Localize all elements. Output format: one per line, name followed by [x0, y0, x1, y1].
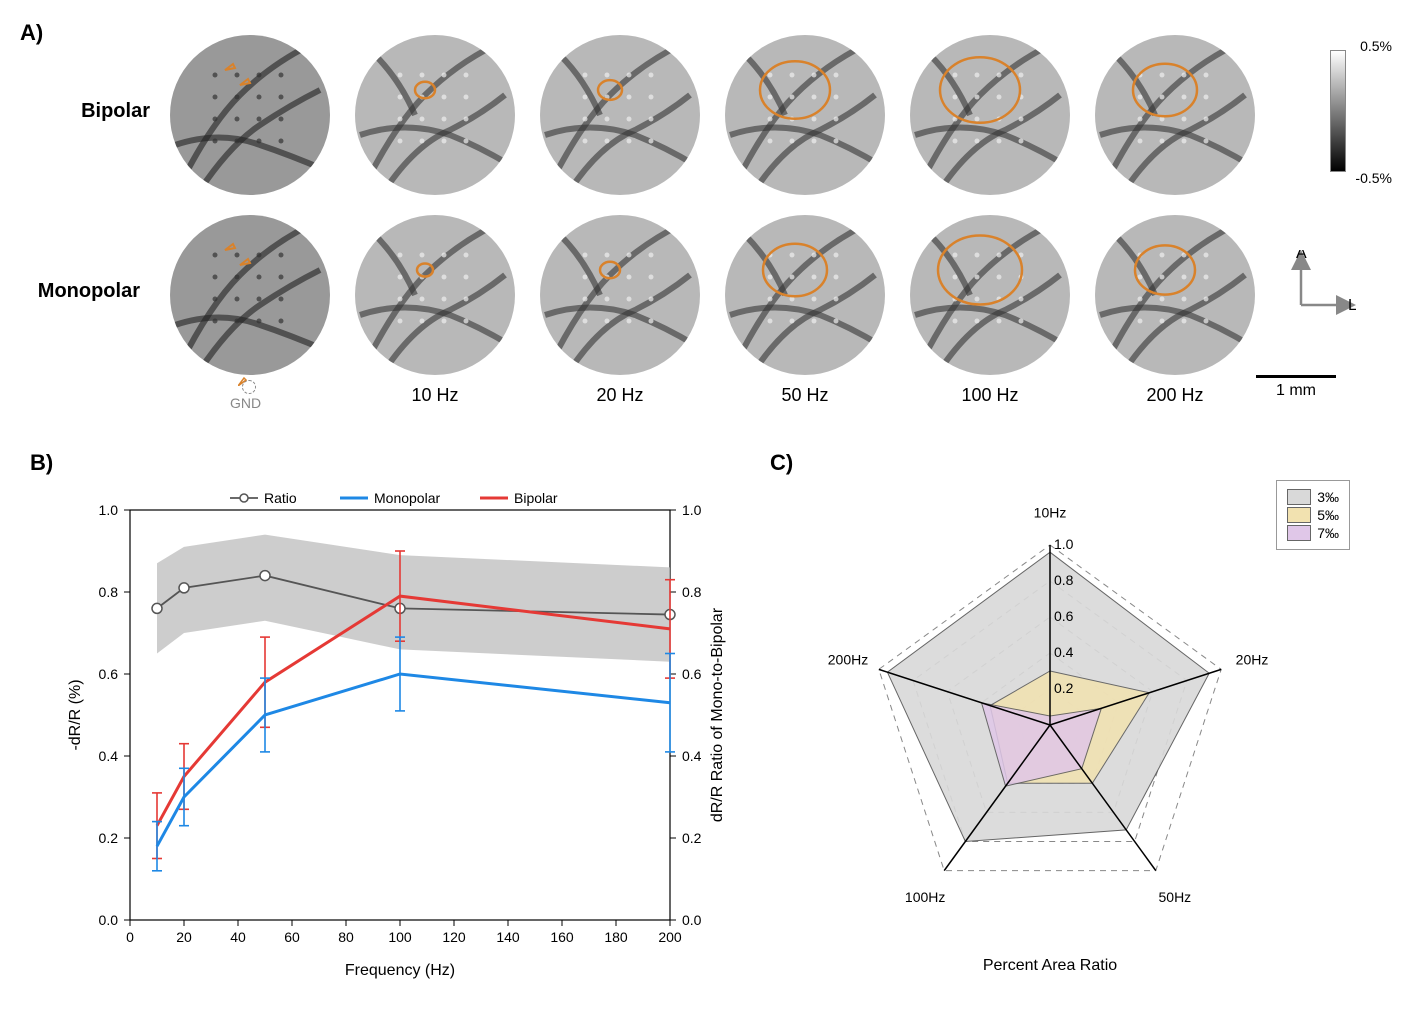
reference-image: [170, 215, 330, 375]
svg-text:0.4: 0.4: [682, 748, 702, 764]
svg-text:40: 40: [230, 929, 246, 945]
reference-image: [170, 35, 330, 195]
svg-text:0.4: 0.4: [1054, 644, 1074, 660]
stimulation-image: [910, 35, 1070, 195]
svg-text:Percent Area Ratio: Percent Area Ratio: [983, 957, 1117, 974]
svg-text:0.2: 0.2: [99, 830, 119, 846]
stimulation-image: [355, 215, 515, 375]
svg-text:20: 20: [176, 929, 192, 945]
scale-bar: [1256, 375, 1336, 378]
svg-text:1.0: 1.0: [99, 502, 119, 518]
swatch-3permil: [1287, 489, 1311, 505]
svg-text:10Hz: 10Hz: [1034, 505, 1067, 521]
monopolar-image-row: [170, 215, 1255, 375]
svg-text:0.0: 0.0: [99, 912, 119, 928]
panel-a-label: A): [20, 20, 43, 46]
legend-label-5permil: 5‰: [1317, 507, 1339, 523]
gnd-pointer-icon: [238, 376, 248, 386]
svg-text:50Hz: 50Hz: [1159, 889, 1192, 905]
gnd-label: GND: [230, 395, 261, 411]
colorbar-top-label: 0.5%: [1360, 38, 1392, 54]
legend-label-7permil: 7‰: [1317, 525, 1339, 541]
panel-a: A) Bipolar Monopolar 10 Hz 20 Hz 50 Hz 100 …: [20, 20, 1396, 440]
svg-text:0.8: 0.8: [682, 584, 702, 600]
stimulation-image: [540, 215, 700, 375]
svg-text:120: 120: [442, 929, 466, 945]
freq-label: 100 Hz: [910, 385, 1070, 406]
line-chart: 0204060801001201401601802000.00.00.20.20…: [60, 470, 740, 990]
freq-label: 10 Hz: [355, 385, 515, 406]
legend-label-3permil: 3‰: [1317, 489, 1339, 505]
svg-text:60: 60: [284, 929, 300, 945]
figure-container: A) Bipolar Monopolar 10 Hz 20 Hz 50 Hz 100 …: [20, 20, 1396, 1010]
scale-bar-label: 1 mm: [1256, 382, 1336, 400]
row-label-monopolar: Monopolar: [20, 280, 140, 303]
svg-text:0.2: 0.2: [1054, 680, 1074, 696]
svg-text:-dR/R (%): -dR/R (%): [67, 679, 84, 750]
svg-text:0.6: 0.6: [99, 666, 119, 682]
svg-text:0.8: 0.8: [99, 584, 119, 600]
freq-label: 200 Hz: [1095, 385, 1255, 406]
svg-text:0.6: 0.6: [1054, 608, 1074, 624]
panel-c: C) 10Hz20Hz50Hz100Hz200Hz0.20.40.60.81.0…: [800, 470, 1360, 990]
stimulation-image: [725, 35, 885, 195]
svg-text:160: 160: [550, 929, 574, 945]
stimulation-image: [1095, 35, 1255, 195]
swatch-7permil: [1287, 525, 1311, 541]
compass-v-label: A: [1296, 250, 1307, 262]
compass-icon: A L: [1286, 250, 1356, 320]
panel-b-label: B): [30, 450, 53, 476]
svg-text:Ratio: Ratio: [264, 490, 297, 506]
svg-text:100: 100: [388, 929, 412, 945]
svg-text:Monopolar: Monopolar: [374, 490, 440, 506]
svg-text:dR/R Ratio of Mono-to-Bipolar: dR/R Ratio of Mono-to-Bipolar: [709, 607, 726, 822]
colorbar-bottom-label: -0.5%: [1355, 170, 1392, 186]
svg-text:20Hz: 20Hz: [1236, 651, 1269, 667]
stimulation-image: [355, 35, 515, 195]
svg-text:Bipolar: Bipolar: [514, 490, 558, 506]
svg-text:1.0: 1.0: [1054, 536, 1074, 552]
svg-text:140: 140: [496, 929, 520, 945]
svg-text:0.2: 0.2: [682, 830, 702, 846]
stimulation-image: [540, 35, 700, 195]
row-label-bipolar: Bipolar: [30, 100, 150, 123]
svg-text:80: 80: [338, 929, 354, 945]
svg-text:0.0: 0.0: [682, 912, 702, 928]
svg-text:0.4: 0.4: [99, 748, 119, 764]
svg-text:200: 200: [658, 929, 682, 945]
bipolar-image-row: [170, 35, 1255, 195]
freq-label: 20 Hz: [540, 385, 700, 406]
stimulation-image: [910, 215, 1070, 375]
stimulation-image: [725, 215, 885, 375]
svg-text:0.8: 0.8: [1054, 572, 1074, 588]
freq-label: 50 Hz: [725, 385, 885, 406]
stimulation-image: [1095, 215, 1255, 375]
svg-text:100Hz: 100Hz: [905, 889, 945, 905]
panel-b: B) 0204060801001201401601802000.00.00.20…: [60, 470, 740, 990]
svg-text:Frequency (Hz): Frequency (Hz): [345, 962, 455, 979]
svg-text:200Hz: 200Hz: [828, 651, 868, 667]
colorbar: [1330, 50, 1346, 172]
radar-legend: 3‰ 5‰ 7‰: [1276, 480, 1350, 550]
legend-item-7permil: 7‰: [1287, 525, 1339, 541]
svg-text:180: 180: [604, 929, 628, 945]
svg-text:0.6: 0.6: [682, 666, 702, 682]
svg-text:0: 0: [126, 929, 134, 945]
panel-c-label: C): [770, 450, 793, 476]
swatch-5permil: [1287, 507, 1311, 523]
svg-text:1.0: 1.0: [682, 502, 702, 518]
legend-item-3permil: 3‰: [1287, 489, 1339, 505]
compass-h-label: L: [1348, 297, 1356, 314]
legend-item-5permil: 5‰: [1287, 507, 1339, 523]
